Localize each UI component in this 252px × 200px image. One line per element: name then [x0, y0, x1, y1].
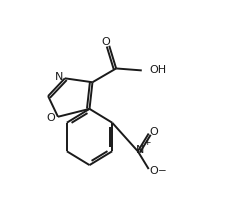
- Text: +: +: [144, 138, 151, 147]
- Text: OH: OH: [150, 65, 167, 75]
- Text: O: O: [46, 113, 55, 123]
- Text: O: O: [149, 127, 158, 137]
- Text: O: O: [149, 166, 158, 176]
- Text: N: N: [136, 145, 144, 155]
- Text: N: N: [55, 72, 63, 82]
- Text: −: −: [158, 166, 166, 176]
- Text: O: O: [101, 37, 110, 47]
